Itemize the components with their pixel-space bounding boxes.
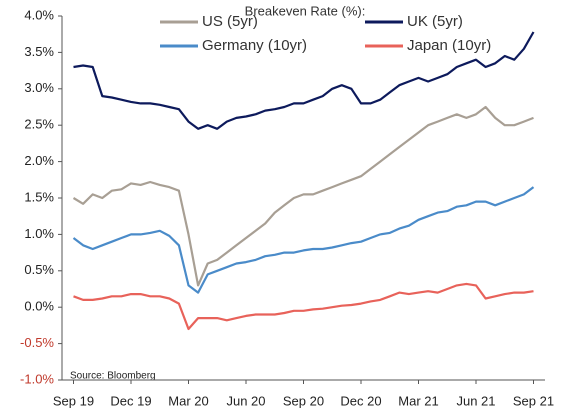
line-series (73, 31, 535, 130)
x-tick-label: Mar 20 (168, 393, 208, 408)
y-tick-label: -0.5% (20, 335, 54, 350)
y-tick-label: 4.0% (24, 7, 54, 22)
legend-label: US (5yr) (202, 13, 258, 30)
x-tick-label: Sep 19 (53, 393, 94, 408)
x-tick-label: Dec 19 (110, 393, 151, 408)
y-tick-label: -1.0% (20, 371, 54, 386)
x-tick-label: Sep 20 (283, 393, 324, 408)
source-note: Source: Bloomberg (70, 371, 156, 382)
x-tick-label: Jun 21 (456, 393, 495, 408)
x-tick-label: Dec 20 (340, 393, 381, 408)
line-series (72, 105, 534, 287)
y-tick-label: 1.5% (24, 189, 54, 204)
chart-title: Breakeven Rate (%): (245, 3, 366, 18)
y-tick-label: 0.0% (24, 299, 54, 314)
x-tick-label: Jun 20 (226, 393, 265, 408)
y-tick-label: 2.5% (24, 117, 54, 132)
x-tick-label: Mar 21 (398, 393, 438, 408)
y-tick-label: 3.0% (24, 80, 54, 95)
y-tick-label: 3.5% (24, 44, 54, 59)
y-tick-label: 0.5% (24, 262, 54, 277)
y-tick-label: 1.0% (24, 226, 54, 241)
legend-label: Germany (10yr) (202, 37, 307, 54)
legend-label: UK (5yr) (407, 13, 463, 30)
x-tick-label: Sep 21 (513, 393, 554, 408)
line-series (73, 282, 534, 331)
legend-label: Japan (10yr) (407, 37, 491, 54)
y-tick-label: 2.0% (24, 153, 54, 168)
line-series (72, 186, 535, 294)
